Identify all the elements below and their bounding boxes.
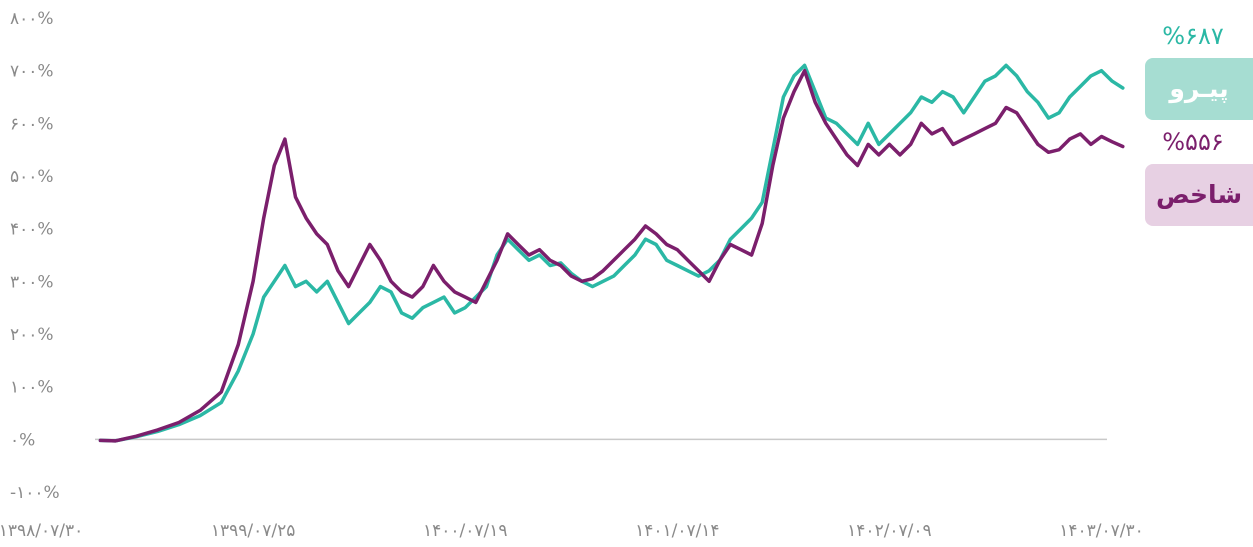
x-tick-label: ۱۴۰۳/۰۷/۳۰ bbox=[1059, 521, 1144, 541]
y-tick-label: ۱۰۰% bbox=[10, 378, 54, 398]
y-tick-label: ۷۰۰% bbox=[10, 62, 54, 82]
x-tick-label: ۱۴۰۲/۰۷/۰۹ bbox=[847, 521, 932, 541]
y-tick-label: ۳۰۰% bbox=[10, 272, 54, 292]
y-tick-label: ۴۰۰% bbox=[10, 220, 54, 240]
fund-name-badge: پیـرو bbox=[1145, 58, 1253, 120]
x-tick-label: ۱۳۹۸/۰۷/۳۰ bbox=[0, 521, 83, 541]
y-tick-label: ۶۰۰% bbox=[10, 114, 54, 134]
y-tick-label: ۲۰۰% bbox=[10, 325, 54, 345]
x-tick-label: ۱۴۰۰/۰۷/۱۹ bbox=[423, 521, 508, 541]
x-tick-label: ۱۴۰۱/۰۷/۱۴ bbox=[635, 521, 720, 541]
index-return-value: %۵۵۶ bbox=[1162, 128, 1224, 156]
y-tick-label: ۸۰۰% bbox=[10, 9, 54, 29]
series-lines bbox=[98, 63, 1125, 443]
x-axis-tick-labels: ۱۳۹۸/۰۷/۳۰ ۱۳۹۹/۰۷/۲۵ ۱۴۰۰/۰۷/۱۹ ۱۴۰۱/۰۷/۱۴… bbox=[0, 521, 1144, 541]
index-series-line bbox=[98, 68, 1125, 443]
y-tick-label: ۵۰۰% bbox=[10, 167, 54, 187]
legend: %۶۸۷ پیـرو %۵۵۶ شاخص bbox=[1133, 14, 1253, 226]
y-axis-tick-labels: -۱۰۰% ۰% ۱۰۰% ۲۰۰% ۳۰۰% ۴۰۰% ۵۰۰% ۶۰۰% ۷۰۰% ۸۰۰% bbox=[10, 9, 60, 503]
x-tick-label: ۱۳۹۹/۰۷/۲۵ bbox=[211, 521, 296, 541]
index-name-badge: شاخص bbox=[1145, 164, 1253, 226]
fund-return-value: %۶۸۷ bbox=[1162, 22, 1224, 50]
fund-series-line bbox=[98, 63, 1125, 443]
y-tick-label: ۰% bbox=[10, 430, 35, 450]
y-tick-label: -۱۰۰% bbox=[10, 483, 60, 503]
